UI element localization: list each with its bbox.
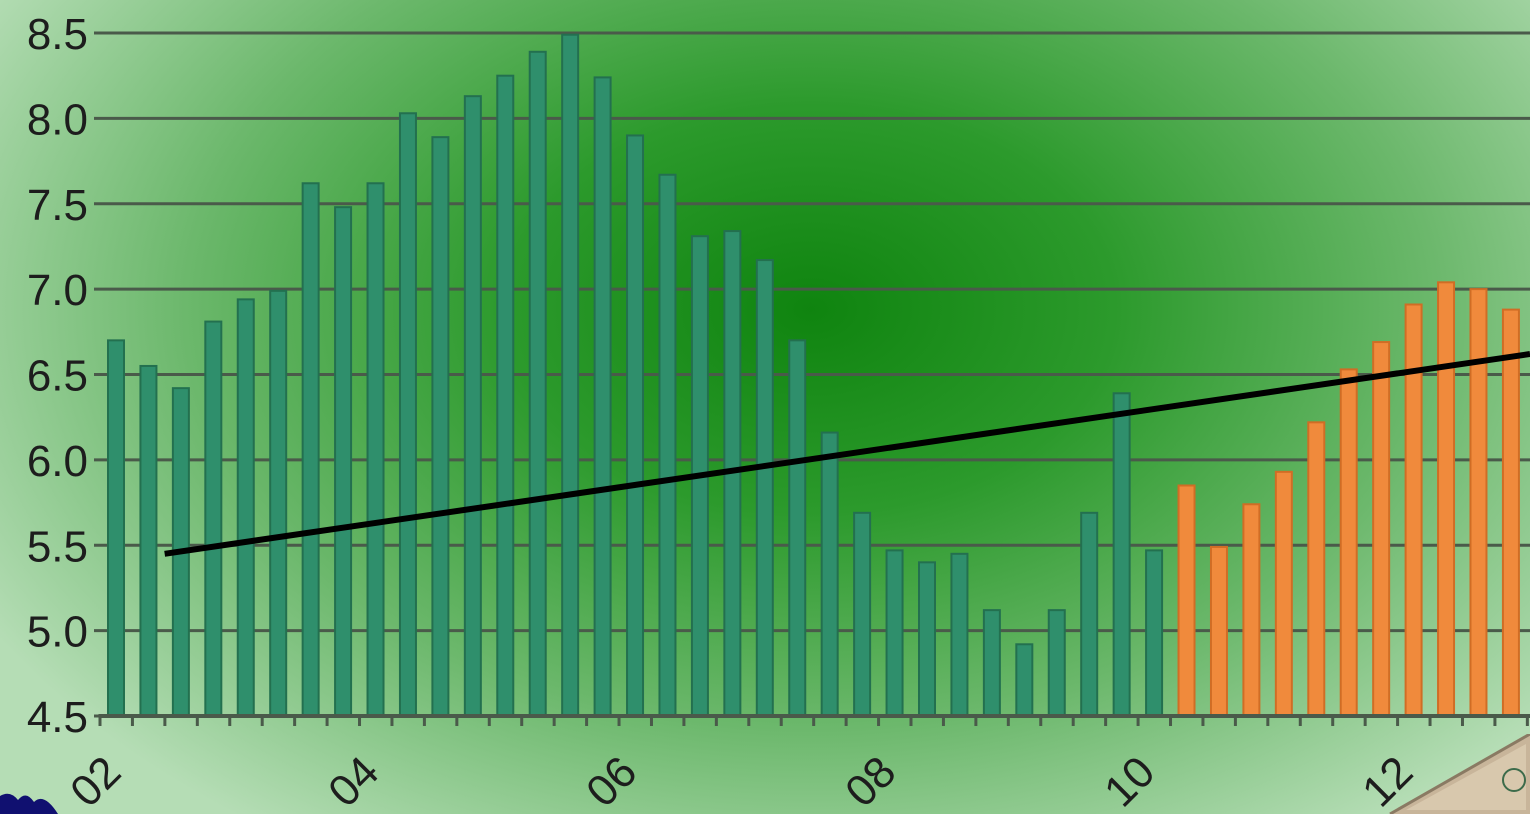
bar-series-1: [1080, 511, 1099, 717]
x-axis: [98, 714, 1530, 726]
bar-series-1: [950, 552, 969, 717]
bar-series-1: [496, 74, 515, 717]
bar-series-1: [528, 50, 547, 718]
bar-series-2: [1437, 281, 1456, 717]
y-tick-label: 7.0: [27, 266, 88, 315]
bar-series-1: [269, 289, 288, 717]
trend-line-group: [164, 351, 1530, 557]
bar-series-1: [982, 609, 1001, 718]
bar-series-1: [658, 173, 677, 718]
bar-series-1: [918, 561, 936, 718]
bar-series-1: [1112, 392, 1131, 717]
bar-series-1: [236, 298, 255, 717]
bar-series-1: [334, 206, 353, 717]
bar-series-2: [1209, 545, 1228, 718]
bar-series-2: [1274, 470, 1293, 718]
x-tick-label: 08: [836, 747, 905, 814]
y-tick-label: 7.5: [27, 181, 88, 230]
bar-series-1: [820, 431, 839, 717]
bar-series-1: [301, 182, 320, 717]
y-axis-labels: 8.5 8.0 7.5 7.0 6.5 6.0 5.5 5.0 4.5: [27, 10, 88, 742]
x-axis-labels: 02 04 06 08 10 12: [61, 747, 1422, 814]
bar-series-1: [139, 364, 158, 717]
bar-series-1: [366, 182, 385, 717]
y-tick-label: 5.0: [27, 608, 88, 657]
bar-series-1: [885, 549, 904, 717]
bar-series-1: [626, 134, 645, 717]
x-tick-label: 04: [319, 747, 388, 814]
bar-series-1: [561, 33, 580, 717]
bar-series-2: [1242, 503, 1261, 717]
y-tick-label: 8.5: [27, 10, 88, 59]
y-tick-label: 8.0: [27, 95, 88, 144]
y-tick-label: 6.5: [27, 352, 88, 401]
bar-series-1: [1047, 609, 1066, 718]
pediment-emblem-icon: [1389, 734, 1530, 814]
bar-series-2: [1307, 421, 1326, 717]
x-tick-label: 02: [61, 747, 130, 814]
bar-series-1: [755, 259, 774, 717]
trend-line: [164, 351, 1530, 557]
bar-series-1: [853, 511, 872, 717]
x-tick-label: 10: [1095, 747, 1164, 814]
bar-series-1: [431, 136, 450, 718]
bar-series-1: [1145, 549, 1164, 717]
bar-series-1: [463, 95, 482, 718]
y-tick-label: 5.5: [27, 522, 88, 571]
bar-series-1: [788, 339, 807, 717]
bar-series-1: [204, 320, 223, 717]
bar-series-1: [398, 112, 417, 717]
x-tick-label: 06: [577, 747, 646, 814]
y-tick-label: 4.5: [27, 693, 88, 742]
corner-logo-icon: [0, 793, 58, 814]
y-tick-label: 6.0: [27, 437, 88, 486]
bar-series-2: [1339, 368, 1358, 717]
bar-series-2: [1469, 288, 1488, 717]
bar-series-2: [1177, 484, 1196, 717]
bar-series-2: [1404, 303, 1423, 717]
bar-series-1: [593, 76, 612, 717]
bar-series-1: [1015, 643, 1034, 717]
bar-series-2: [1501, 308, 1520, 717]
bar-series-2: [1372, 341, 1391, 717]
bar-series-1: [107, 339, 125, 717]
